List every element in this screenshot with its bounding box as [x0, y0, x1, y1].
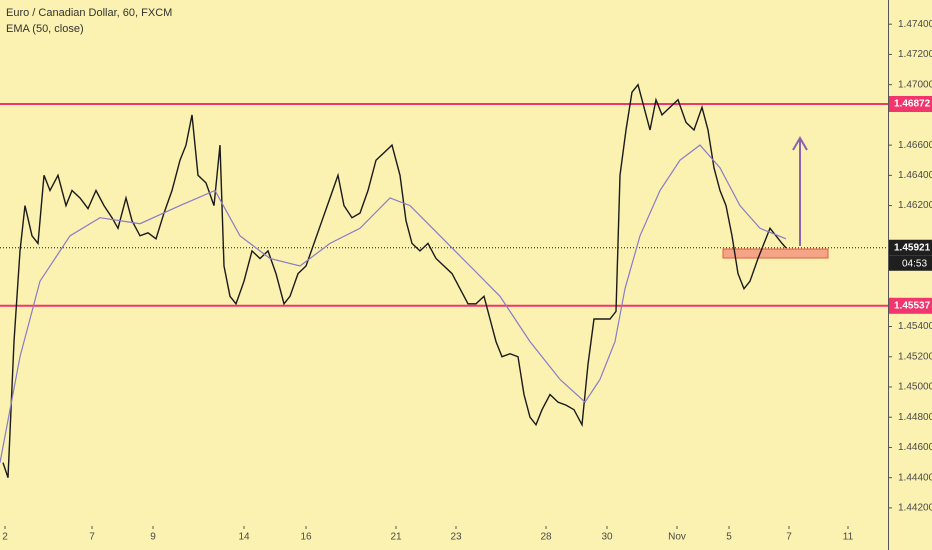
- x-tick-label: 21: [390, 532, 402, 543]
- y-tick-label: 1.46400: [898, 170, 932, 181]
- ema-legend: EMA (50, close): [6, 23, 84, 35]
- last-price-label: 1.45921: [894, 242, 931, 253]
- arrow-head: [792, 136, 808, 151]
- x-tick-label: Nov: [668, 532, 686, 543]
- x-tick-label: 7: [89, 532, 95, 543]
- x-tick-label: 28: [540, 532, 552, 543]
- y-tick-label: 1.45000: [898, 382, 932, 393]
- y-tick-label: 1.44800: [898, 412, 932, 423]
- level-label-box: [889, 96, 932, 112]
- x-tick-label: 7: [786, 532, 792, 543]
- price-line: [2, 83, 787, 478]
- y-tick-label: 1.46200: [898, 200, 932, 211]
- y-tick-label: 1.47200: [898, 49, 932, 60]
- ema-line: [0, 144, 787, 463]
- y-tick-label: 1.46600: [898, 140, 932, 151]
- last-price-box: [889, 239, 932, 256]
- y-tick-label: 1.44600: [898, 442, 932, 453]
- y-tick-label: 1.47400: [898, 19, 932, 30]
- level-label: 1.46872: [894, 99, 931, 110]
- x-tick-label: 2: [2, 532, 8, 543]
- countdown-box: [889, 255, 932, 271]
- y-tick-label: 1.44200: [898, 503, 932, 514]
- level-label: 1.45537: [894, 300, 931, 311]
- level-label-box: [889, 297, 932, 314]
- x-tick-label: 5: [726, 532, 732, 543]
- y-tick-label: 1.47000: [898, 79, 932, 90]
- chart-title: Euro / Canadian Dollar, 60, FXCM: [6, 7, 172, 19]
- zone-box: [722, 248, 829, 259]
- x-tick-label: 14: [238, 532, 250, 543]
- x-tick-label: 9: [150, 532, 156, 543]
- x-tick-label: 16: [300, 532, 312, 543]
- y-tick-label: 1.45200: [898, 351, 932, 362]
- y-tick-label: 1.44400: [898, 472, 932, 483]
- x-tick-label: 11: [843, 532, 854, 543]
- y-tick-label: 1.45400: [898, 321, 932, 332]
- x-tick-label: 23: [450, 532, 462, 543]
- countdown-label: 04:53: [902, 258, 927, 269]
- x-tick-label: 30: [601, 532, 613, 543]
